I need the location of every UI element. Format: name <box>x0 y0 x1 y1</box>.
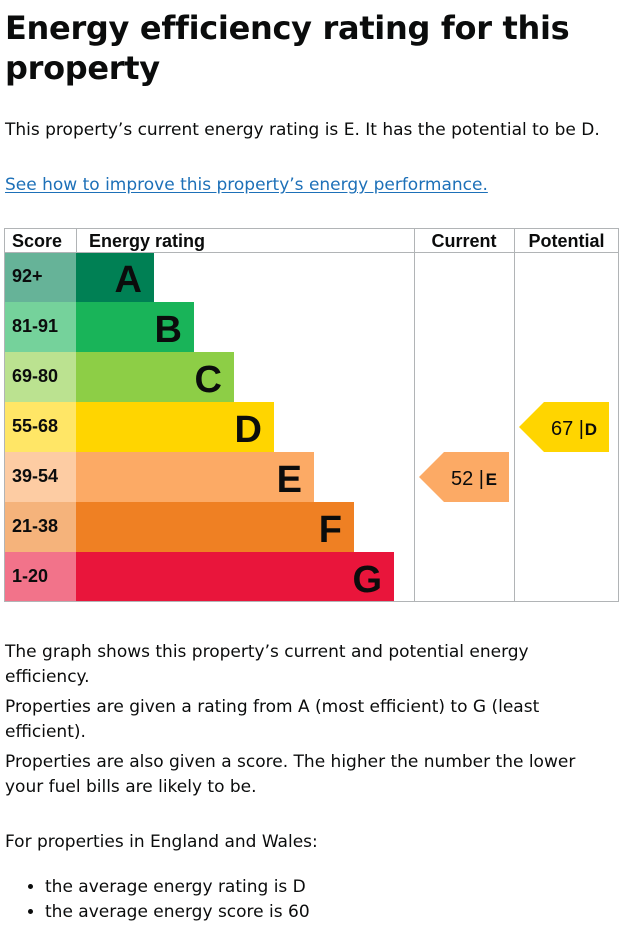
england-wales-heading: For properties in England and Wales: <box>5 832 318 852</box>
rating-letter-f: F <box>319 509 342 551</box>
score-cell-a <box>4 252 76 302</box>
rating-explanation: Properties are given a rating from A (mo… <box>5 697 540 742</box>
score-label-a: 92+ <box>12 266 43 286</box>
rating-letter-a: A <box>115 259 142 301</box>
list-item-average-rating: the average energy rating is D <box>45 875 310 900</box>
score-cell-f <box>4 502 76 552</box>
rating-letter-d: D <box>235 409 262 451</box>
score-cell-e <box>4 452 76 502</box>
score-label-c: 69-80 <box>12 366 58 386</box>
average-list: the average energy rating is D the avera… <box>5 875 310 925</box>
header-current: Current <box>431 231 496 251</box>
current-score-label: 52 | <box>451 468 484 490</box>
list-item-average-score: the average energy score is 60 <box>45 900 310 925</box>
header-energy-rating: Energy rating <box>89 231 205 251</box>
rating-bar-e <box>76 452 314 502</box>
rating-bar-d <box>76 402 274 452</box>
rating-bar-b <box>76 302 194 352</box>
rating-bar-g <box>76 552 394 602</box>
rating-letter-g: G <box>352 559 382 601</box>
score-label-f: 21-38 <box>12 516 58 536</box>
epc-rating-chart: 92+ A 81-91 B 69-80 C 55-68 D 39-54 E 21-38 F 1-20 G S… <box>4 228 619 602</box>
rating-letter-c: C <box>195 359 222 401</box>
improve-link-row: See how to improve this property’s energ… <box>5 173 617 198</box>
rating-bar-f <box>76 502 354 552</box>
improve-performance-link[interactable]: See how to improve this property’s energ… <box>5 175 488 195</box>
score-cell-b <box>4 302 76 352</box>
score-cell-d <box>4 402 76 452</box>
score-label-g: 1-20 <box>12 566 48 586</box>
rating-bar-a <box>76 252 154 302</box>
score-cell-c <box>4 352 76 402</box>
score-cell-g <box>4 552 76 602</box>
potential-marker <box>519 402 609 452</box>
current-marker <box>419 452 509 502</box>
potential-letter: D <box>585 420 597 439</box>
rating-letter-b: B <box>155 309 182 351</box>
score-label-b: 81-91 <box>12 316 58 336</box>
rating-letter-e: E <box>277 459 302 501</box>
score-label-e: 39-54 <box>12 466 58 486</box>
current-rating-summary: This property’s current energy rating is… <box>5 120 600 140</box>
potential-score-label: 67 | <box>551 418 584 440</box>
header-potential: Potential <box>528 231 604 251</box>
rating-bar-c <box>76 352 234 402</box>
page-title: Energy efficiency rating for this proper… <box>5 9 570 87</box>
header-score: Score <box>12 231 62 251</box>
score-explanation: Properties are also given a score. The h… <box>5 752 576 797</box>
graph-explanation: The graph shows this property’s current … <box>5 642 529 687</box>
score-label-d: 55-68 <box>12 416 58 436</box>
current-letter: E <box>486 470 497 489</box>
